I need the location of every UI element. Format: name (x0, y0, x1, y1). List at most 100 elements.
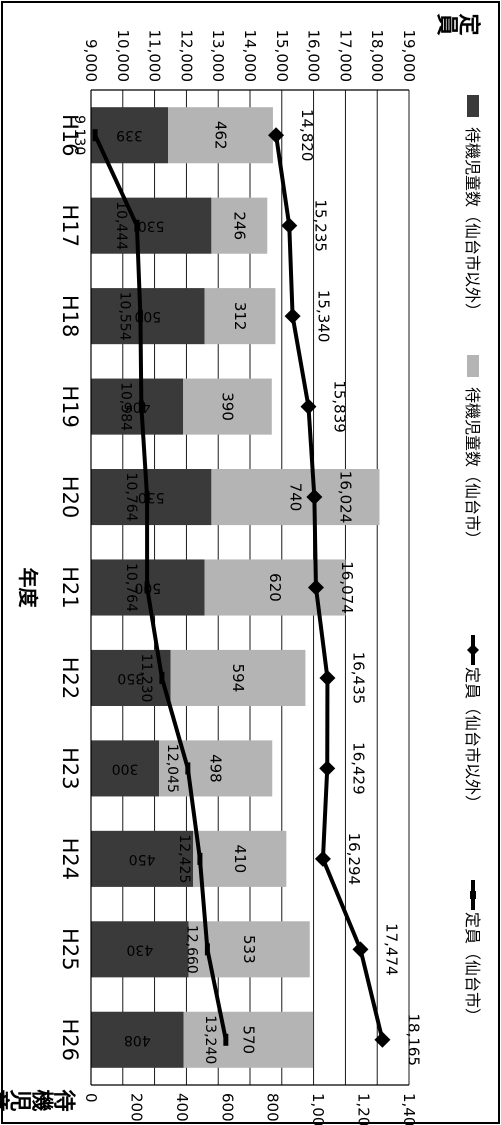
capacity-outside-sendai-label: 16,024 (336, 471, 354, 524)
capacity-outside-sendai-label: 16,429 (349, 742, 367, 795)
left-tick-label: 15,000 (273, 30, 291, 83)
left-tick-label: 18,000 (368, 30, 386, 83)
bar-sendai-label: 594 (229, 664, 247, 693)
bar-sendai (170, 649, 306, 706)
x-tick-label: H21 (58, 566, 82, 609)
bar-outside-sendai-label: 450 (129, 851, 156, 867)
bar-sendai-label: 410 (231, 845, 249, 874)
capacity-outside-sendai-label: 16,074 (338, 561, 356, 614)
bar-outside-sendai (91, 197, 212, 254)
bar-sendai-label: 570 (239, 1025, 257, 1054)
capacity-outside-sendai-point (300, 398, 317, 415)
legend-label: 待機児童数（仙台市以外） (463, 127, 482, 319)
x-tick-label: H24 (58, 838, 82, 881)
bar-outside-sendai (91, 830, 194, 887)
capacity-sendai-point (137, 310, 143, 323)
right-tick-label: 400 (173, 1093, 191, 1122)
bar-outside-sendai (91, 107, 169, 164)
capacity-outside-sendai-label: 15,839 (330, 380, 348, 433)
bar-sendai (183, 378, 272, 435)
legend: 待機児童数（仙台市以外） 待機児童数（仙台市） 定員（仙台市以外） 定員（仙台市） (463, 95, 482, 1024)
x-tick-label: H23 (58, 747, 82, 790)
right-axis-title: 待機児童数 (0, 1086, 77, 1113)
left-tick-label: 17,000 (336, 30, 354, 83)
legend-swatch (467, 95, 479, 117)
capacity-sendai-label: 12,045 (164, 744, 180, 793)
capacity-sendai-label: 10,764 (123, 563, 139, 612)
right-tick-label: 1,000 (309, 1093, 327, 1125)
capacity-sendai-label: 10,444 (113, 201, 129, 250)
bar-outside-sendai-label: 350 (117, 670, 144, 686)
legend-label: 定員（仙台市以外） (463, 667, 482, 811)
bar-sendai (183, 1011, 314, 1068)
right-tick-label: 200 (127, 1093, 145, 1122)
capacity-sendai-label: 9,130 (71, 115, 87, 155)
bar-outside-sendai-label: 430 (126, 941, 153, 957)
left-tick-label: 9,000 (82, 39, 100, 82)
capacity-sendai-point (134, 219, 140, 232)
x-tick-label: H25 (58, 928, 82, 971)
bar-outside-sendai-label: 408 (124, 1032, 151, 1048)
capacity-outside-sendai-point (284, 308, 301, 325)
capacity-sendai-point (204, 943, 210, 956)
right-tick-label: 1,200 (355, 1093, 373, 1125)
bar-sendai (204, 559, 346, 616)
bar-sendai (188, 921, 310, 978)
bar-outside-sendai-label: 500 (134, 308, 161, 324)
bar-outside-sendai (91, 1011, 184, 1068)
bar-sendai-label: 246 (230, 211, 248, 240)
capacity-sendai-point (92, 129, 98, 142)
data-labels: 339 462 530 246 500 312 406 390 530 740 500 620 350 5… (71, 109, 422, 1066)
capacity-sendai-label: 11,230 (138, 653, 154, 702)
bar-outside-sendai (90, 740, 160, 797)
left-tick-label: 19,000 (400, 30, 418, 83)
legend-marker (467, 644, 479, 656)
bar-sendai (211, 469, 380, 526)
left-axis-title: 定員 (436, 10, 482, 37)
capacity-sendai-point (197, 852, 203, 865)
axes: 9,000 10,000 11,000 12,000 13,000 14,000 15,00… (0, 10, 482, 1125)
x-tick-label: H17 (58, 204, 82, 247)
legend-label: 待機児童数（仙台市） (463, 387, 482, 547)
capacity-sendai-point (185, 762, 191, 775)
capacity-outside-sendai-point (352, 941, 369, 958)
legend-swatch (467, 355, 479, 377)
capacity-outside-sendai-label: 14,820 (298, 109, 316, 162)
bar-sendai-label: 740 (286, 483, 304, 512)
x-tick-label: H16 (58, 114, 82, 157)
bar-outside-sendai-label: 530 (138, 218, 165, 234)
bar-sendai-label: 533 (240, 935, 258, 964)
x-tick-label: H18 (58, 295, 82, 338)
x-tick-label: H19 (58, 385, 82, 428)
x-tick-label: H20 (58, 476, 82, 519)
bar-sendai-label: 620 (266, 573, 284, 602)
x-axis-title: 年度 (16, 568, 40, 609)
bar-sendai (204, 288, 276, 345)
legend-label: 定員（仙台市） (463, 912, 482, 1024)
capacity-sendai-label: 10,764 (123, 473, 139, 522)
bar-sendai (211, 197, 268, 254)
grid (122, 90, 410, 1085)
left-tick-label: 14,000 (241, 30, 259, 83)
capacity-sendai-point (144, 491, 150, 504)
capacity-sendai-label: 10,584 (117, 382, 133, 431)
chart-rotated-group: 339 462 530 246 500 312 406 390 530 740 500 620 350 5… (0, 10, 482, 1125)
bar-outside-sendai (90, 921, 189, 978)
bar-outside-sendai-label: 500 (134, 580, 161, 596)
capacity-sendai-point (223, 1033, 229, 1046)
legend-marker (470, 891, 476, 899)
bar-sendai-label: 312 (231, 302, 249, 331)
right-tick-label: 0 (82, 1093, 100, 1103)
bar-sendai-label: 462 (211, 121, 229, 150)
bar-sendai (159, 740, 273, 797)
capacity-outside-sendai-label: 15,340 (315, 290, 333, 343)
left-tick-label: 16,000 (305, 30, 323, 83)
bars (90, 107, 380, 1068)
capacity-outside-sendai-label: 16,294 (345, 833, 363, 886)
capacity-sendai-point (144, 581, 150, 594)
bar-sendai (193, 830, 287, 887)
bar-sendai (168, 107, 273, 164)
bar-outside-sendai (91, 469, 212, 526)
